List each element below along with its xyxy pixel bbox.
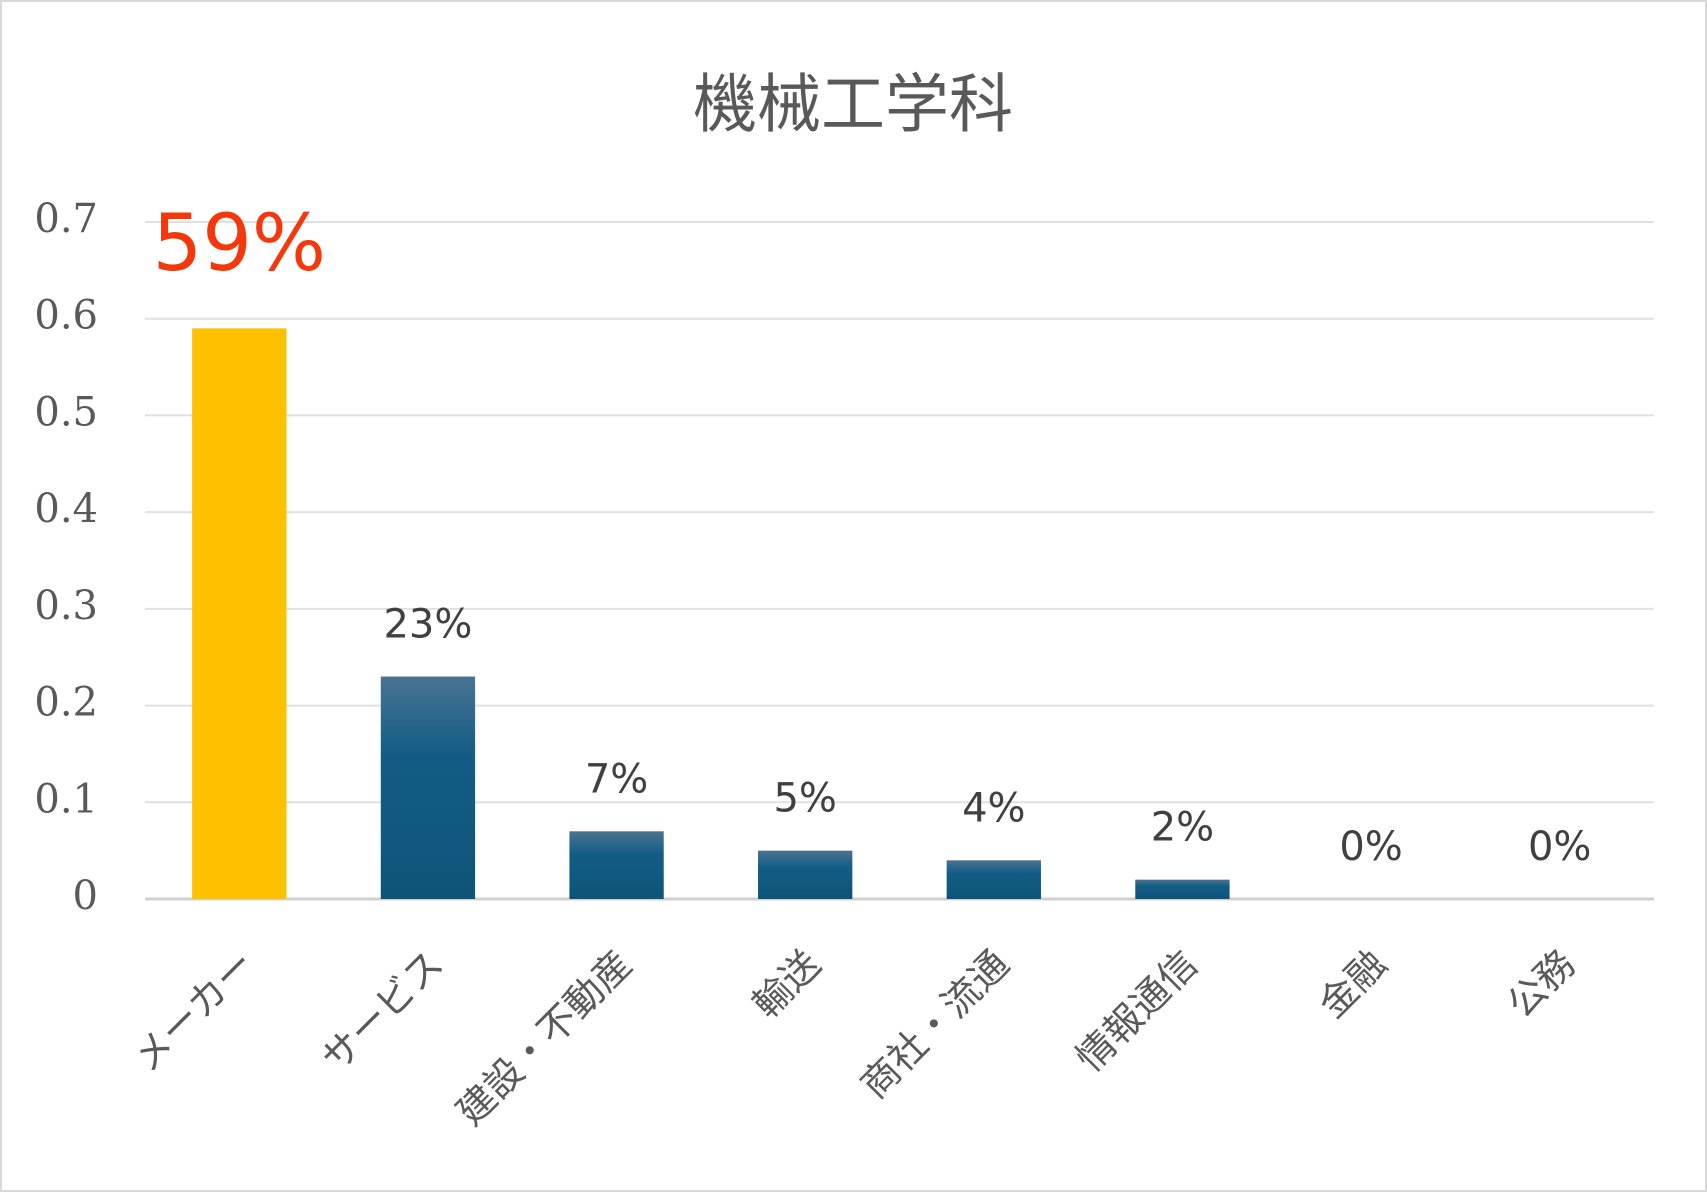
chart-title: 機械工学科 <box>693 69 1013 143</box>
y-tick-label: 0 <box>73 873 98 919</box>
y-tick-label: 0.5 <box>34 389 98 435</box>
bar <box>380 676 476 899</box>
bar <box>569 831 664 899</box>
data-label: 23% <box>383 602 472 648</box>
bar <box>192 328 287 899</box>
data-label: 0% <box>1528 824 1591 870</box>
data-label: 2% <box>1151 805 1214 851</box>
data-label: 0% <box>1339 824 1402 870</box>
bar <box>758 850 853 899</box>
bar <box>946 860 1041 899</box>
y-tick-label: 0.2 <box>34 680 98 726</box>
y-tick-label: 0.6 <box>34 293 98 339</box>
data-label: 4% <box>962 785 1025 831</box>
data-label: 7% <box>585 756 648 802</box>
y-tick-label: 0.3 <box>34 583 98 629</box>
y-tick-label: 0.1 <box>34 776 98 822</box>
data-label: 5% <box>773 776 836 822</box>
data-label: 59% <box>153 199 326 289</box>
y-tick-label: 0.4 <box>34 486 98 532</box>
bar <box>1135 879 1230 899</box>
y-tick-label: 0.7 <box>34 196 98 242</box>
